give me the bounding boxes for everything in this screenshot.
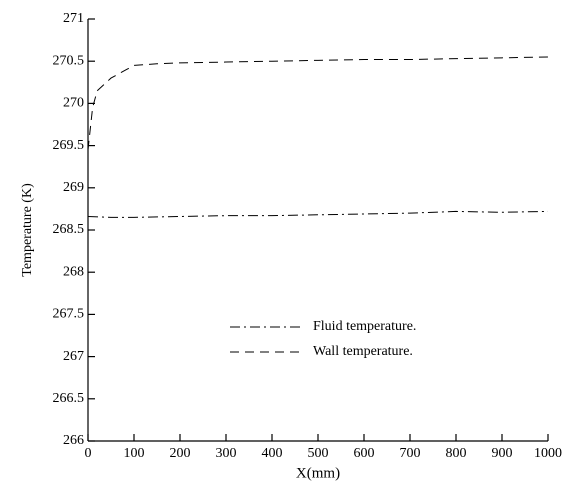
- y-tick-label: 266: [63, 433, 84, 448]
- y-tick-label: 269.5: [53, 138, 85, 153]
- x-tick-label: 0: [85, 446, 92, 461]
- y-axis-label: Temperature (K): [20, 183, 35, 277]
- x-tick-label: 1000: [534, 446, 562, 461]
- x-tick-label: 900: [492, 446, 513, 461]
- y-tick-label: 268.5: [53, 222, 85, 237]
- x-tick-label: 700: [400, 446, 421, 461]
- y-tick-label: 266.5: [53, 391, 85, 406]
- series-line: [87, 56, 549, 150]
- y-tick-label: 270: [63, 96, 84, 111]
- y-tick-label: 270.5: [53, 53, 85, 68]
- legend-label: Wall temperature.: [313, 344, 413, 359]
- series-line: [87, 210, 549, 218]
- x-tick-label: 400: [262, 446, 283, 461]
- x-tick-label: 800: [446, 446, 467, 461]
- y-tick-label: 267.5: [53, 307, 85, 322]
- x-tick-label: 200: [170, 446, 191, 461]
- y-tick-label: 267: [63, 349, 84, 364]
- y-tick-label: 269: [63, 180, 84, 195]
- x-axis-label: X(mm): [296, 465, 340, 481]
- legend-label: Fluid temperature.: [313, 319, 416, 334]
- y-tick-label: 271: [63, 11, 84, 26]
- x-tick-label: 600: [354, 446, 375, 461]
- y-tick-label: 268: [63, 264, 84, 279]
- x-tick-label: 100: [124, 446, 145, 461]
- x-tick-label: 500: [308, 446, 329, 461]
- x-tick-label: 300: [216, 446, 237, 461]
